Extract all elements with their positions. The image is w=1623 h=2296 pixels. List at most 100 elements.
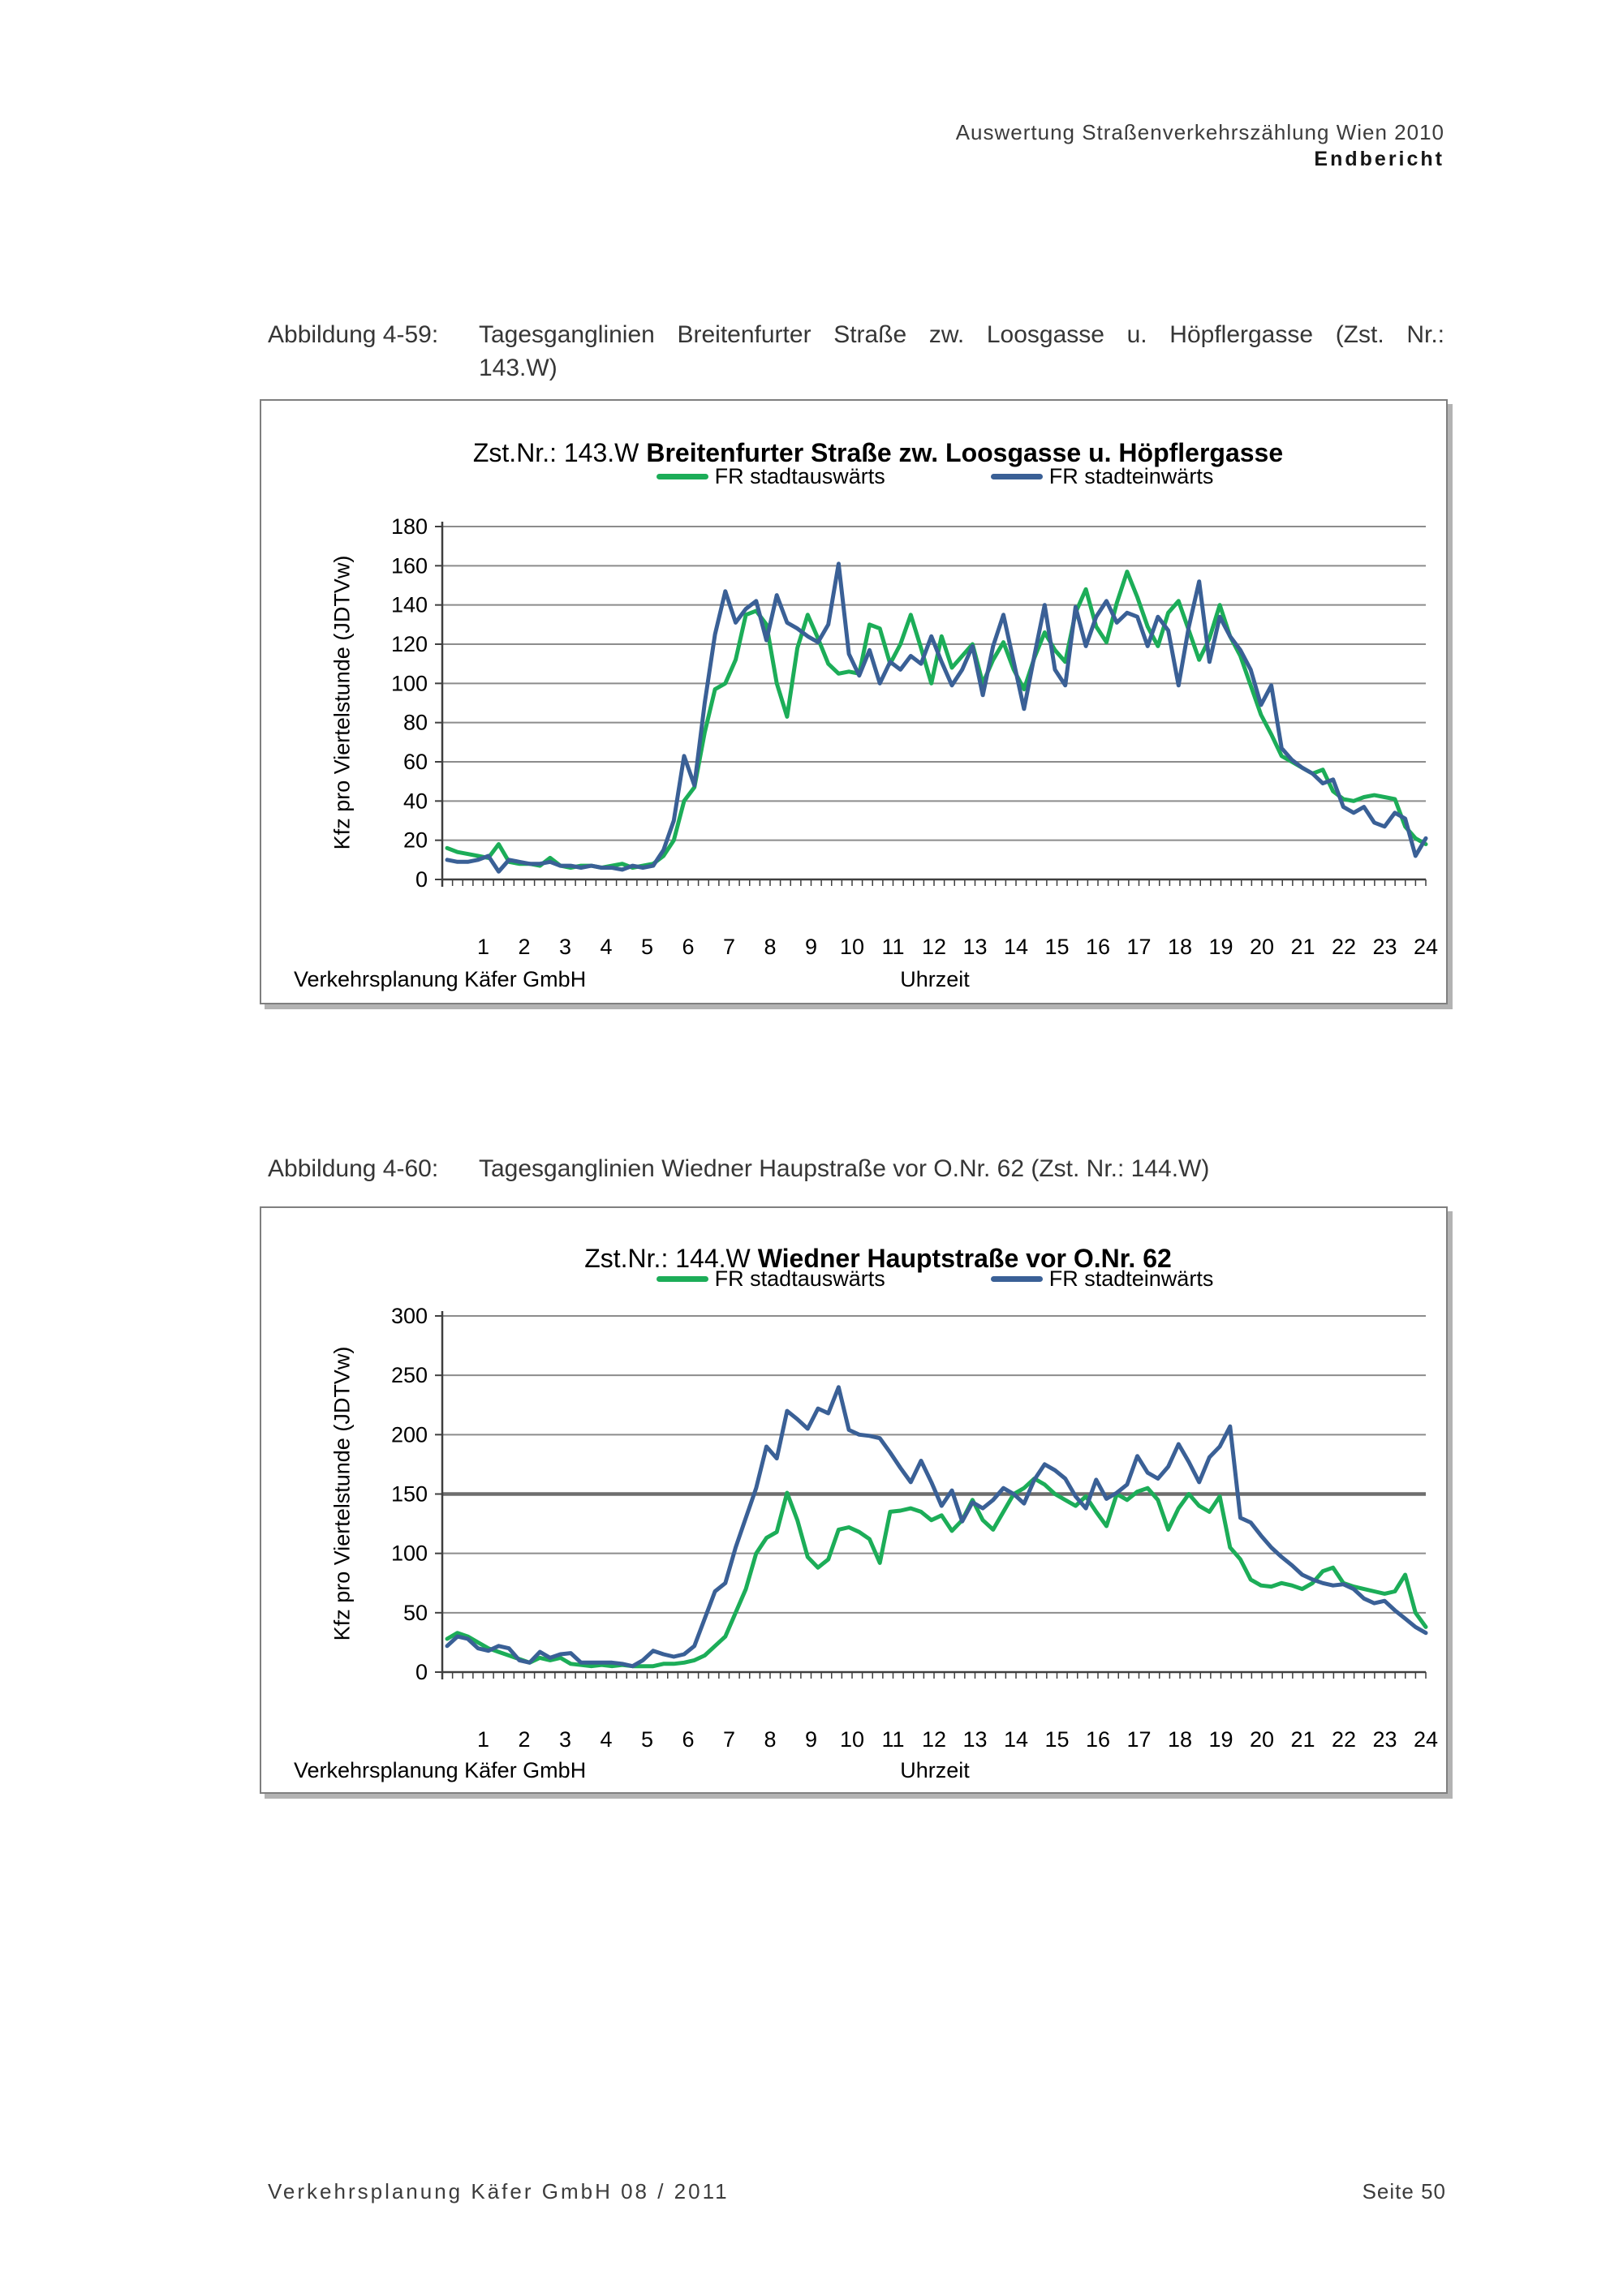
x-tick-label: 21 <box>1290 1727 1315 1752</box>
x-tick-label: 21 <box>1290 935 1315 959</box>
x-tick-label: 9 <box>805 935 817 959</box>
chart-title: Zst.Nr.: 144.W Wiedner Hauptstraße vor O.… <box>310 1244 1446 1274</box>
x-tick-label: 11 <box>881 935 904 959</box>
chart-title-prefix: Zst.Nr.: 144.W <box>584 1244 751 1273</box>
x-tick-label: 23 <box>1372 1727 1397 1752</box>
legend-label: FR stadteinwärts <box>1048 1266 1214 1291</box>
y-tick-label: 140 <box>391 593 428 617</box>
caption-label: Abbildung 4-59: <box>268 321 439 348</box>
chart-title-prefix: Zst.Nr.: 143.W <box>472 438 639 467</box>
y-tick-label: 250 <box>391 1363 428 1387</box>
header-title: Auswertung Straßenverkehrszählung Wien 2… <box>955 120 1444 144</box>
legend-label: FR stadteinwärts <box>1048 464 1214 488</box>
x-tick-label: 7 <box>723 1727 735 1752</box>
x-tick-label: 1 <box>477 935 489 959</box>
y-tick-label: 0 <box>415 867 428 892</box>
chart-144w: Zst.Nr.: 144.W Wiedner Hauptstraße vor O.… <box>260 1206 1448 1794</box>
x-tick-label: 16 <box>1086 1727 1110 1752</box>
y-tick-label: 160 <box>391 553 428 578</box>
x-tick-label: 14 <box>1004 935 1028 959</box>
caption-label: Abbildung 4-60: <box>268 1155 439 1182</box>
legend-item-stadtauswaerts: FR stadtauswärts <box>656 464 885 489</box>
x-tick-label: 17 <box>1126 935 1151 959</box>
caption-line1: Tagesganglinien Breitenfurter Straße zw.… <box>479 321 1444 348</box>
x-tick-label: 18 <box>1168 1727 1192 1752</box>
x-tick-label: 3 <box>559 1727 571 1752</box>
caption-text: Tagesganglinien Breitenfurter Straße zw.… <box>479 318 1444 385</box>
x-tick-label: 5 <box>641 1727 653 1752</box>
x-tick-label: 14 <box>1004 1727 1028 1752</box>
legend-item-stadtauswaerts: FR stadtauswärts <box>656 1266 885 1292</box>
y-tick-label: 200 <box>391 1422 428 1447</box>
page-footer: Verkehrsplanung Käfer GmbH 08 / 2011 Sei… <box>268 2179 1446 2204</box>
y-tick-label: 60 <box>403 750 428 774</box>
legend-label: FR stadtauswärts <box>714 1266 885 1291</box>
chart-source-note: Verkehrsplanung Käfer GmbH <box>294 1758 587 1782</box>
x-tick-label: 22 <box>1332 935 1356 959</box>
x-tick-label: 10 <box>840 935 864 959</box>
x-axis-title: Uhrzeit <box>900 967 970 991</box>
caption-text: Tagesganglinien Wiedner Haupstraße vor O… <box>479 1155 1210 1182</box>
x-tick-label: 19 <box>1208 935 1233 959</box>
y-tick-label: 120 <box>391 632 428 656</box>
series-line-stadtauswaerts <box>445 1477 1428 1669</box>
legend: FR stadtauswärts FR stadteinwärts <box>444 464 1426 489</box>
x-tick-label: 6 <box>682 935 694 959</box>
x-tick-label: 20 <box>1250 935 1274 959</box>
footer-company: Verkehrsplanung Käfer GmbH 08 / 2011 <box>268 2179 730 2204</box>
x-tick-label: 23 <box>1372 935 1397 959</box>
x-tick-label: 5 <box>641 935 653 959</box>
chart-title-main: Wiedner Hauptstraße vor O.Nr. 62 <box>757 1244 1172 1273</box>
legend: FR stadtauswärts FR stadteinwärts <box>444 1266 1426 1292</box>
legend-swatch-green <box>656 1276 708 1282</box>
x-tick-label: 11 <box>881 1727 904 1752</box>
chart-title-main: Breitenfurter Straße zw. Loosgasse u. Hö… <box>646 438 1284 467</box>
caption-line2: 143.W) <box>479 355 558 381</box>
header-subtitle: Endbericht <box>1314 148 1444 170</box>
chart-source-note: Verkehrsplanung Käfer GmbH <box>294 967 587 991</box>
legend-swatch-blue <box>990 1276 1043 1282</box>
legend-swatch-blue <box>990 474 1043 479</box>
y-tick-label: 100 <box>391 1541 428 1566</box>
y-tick-label: 180 <box>391 514 428 539</box>
series-line-stadtauswaerts <box>445 570 1428 870</box>
y-tick-label: 20 <box>403 828 428 853</box>
series-line-stadteinwaerts <box>445 1385 1428 1669</box>
x-tick-label: 18 <box>1168 935 1192 959</box>
x-tick-label: 24 <box>1414 935 1438 959</box>
x-tick-label: 3 <box>559 935 571 959</box>
legend-item-stadteinwaerts: FR stadteinwärts <box>990 1266 1214 1292</box>
x-tick-label: 19 <box>1208 1727 1233 1752</box>
chart-143w: Zst.Nr.: 143.W Breitenfurter Straße zw. L… <box>260 399 1448 1004</box>
series-line-stadteinwaerts <box>445 561 1428 874</box>
x-tick-label: 22 <box>1332 1727 1356 1752</box>
x-tick-label: 15 <box>1044 935 1069 959</box>
x-tick-label: 24 <box>1414 1727 1438 1752</box>
y-tick-label: 150 <box>391 1482 428 1507</box>
y-tick-label: 40 <box>403 789 428 813</box>
figure-caption-4-60: Abbildung 4-60: Tagesganglinien Wiedner … <box>268 1152 1446 1185</box>
footer-page-number: Seite 50 <box>1362 2179 1446 2204</box>
x-tick-label: 20 <box>1250 1727 1274 1752</box>
x-tick-label: 8 <box>764 1727 776 1752</box>
document-header: Auswertung Straßenverkehrszählung Wien 2… <box>956 118 1444 172</box>
y-tick-label: 0 <box>415 1660 428 1684</box>
x-tick-label: 12 <box>922 935 946 959</box>
x-tick-label: 8 <box>764 935 776 959</box>
y-tick-label: 100 <box>391 671 428 695</box>
x-tick-label: 1 <box>477 1727 489 1752</box>
x-tick-label: 16 <box>1086 935 1110 959</box>
x-tick-label: 13 <box>962 1727 987 1752</box>
x-tick-label: 12 <box>922 1727 946 1752</box>
chart-title: Zst.Nr.: 143.W Breitenfurter Straße zw. L… <box>310 438 1446 468</box>
x-tick-label: 15 <box>1044 1727 1069 1752</box>
x-tick-label: 9 <box>805 1727 817 1752</box>
legend-swatch-green <box>656 474 708 479</box>
legend-item-stadteinwaerts: FR stadteinwärts <box>990 464 1214 489</box>
x-tick-label: 4 <box>600 935 612 959</box>
y-tick-label: 50 <box>403 1601 428 1625</box>
x-tick-label: 4 <box>600 1727 612 1752</box>
